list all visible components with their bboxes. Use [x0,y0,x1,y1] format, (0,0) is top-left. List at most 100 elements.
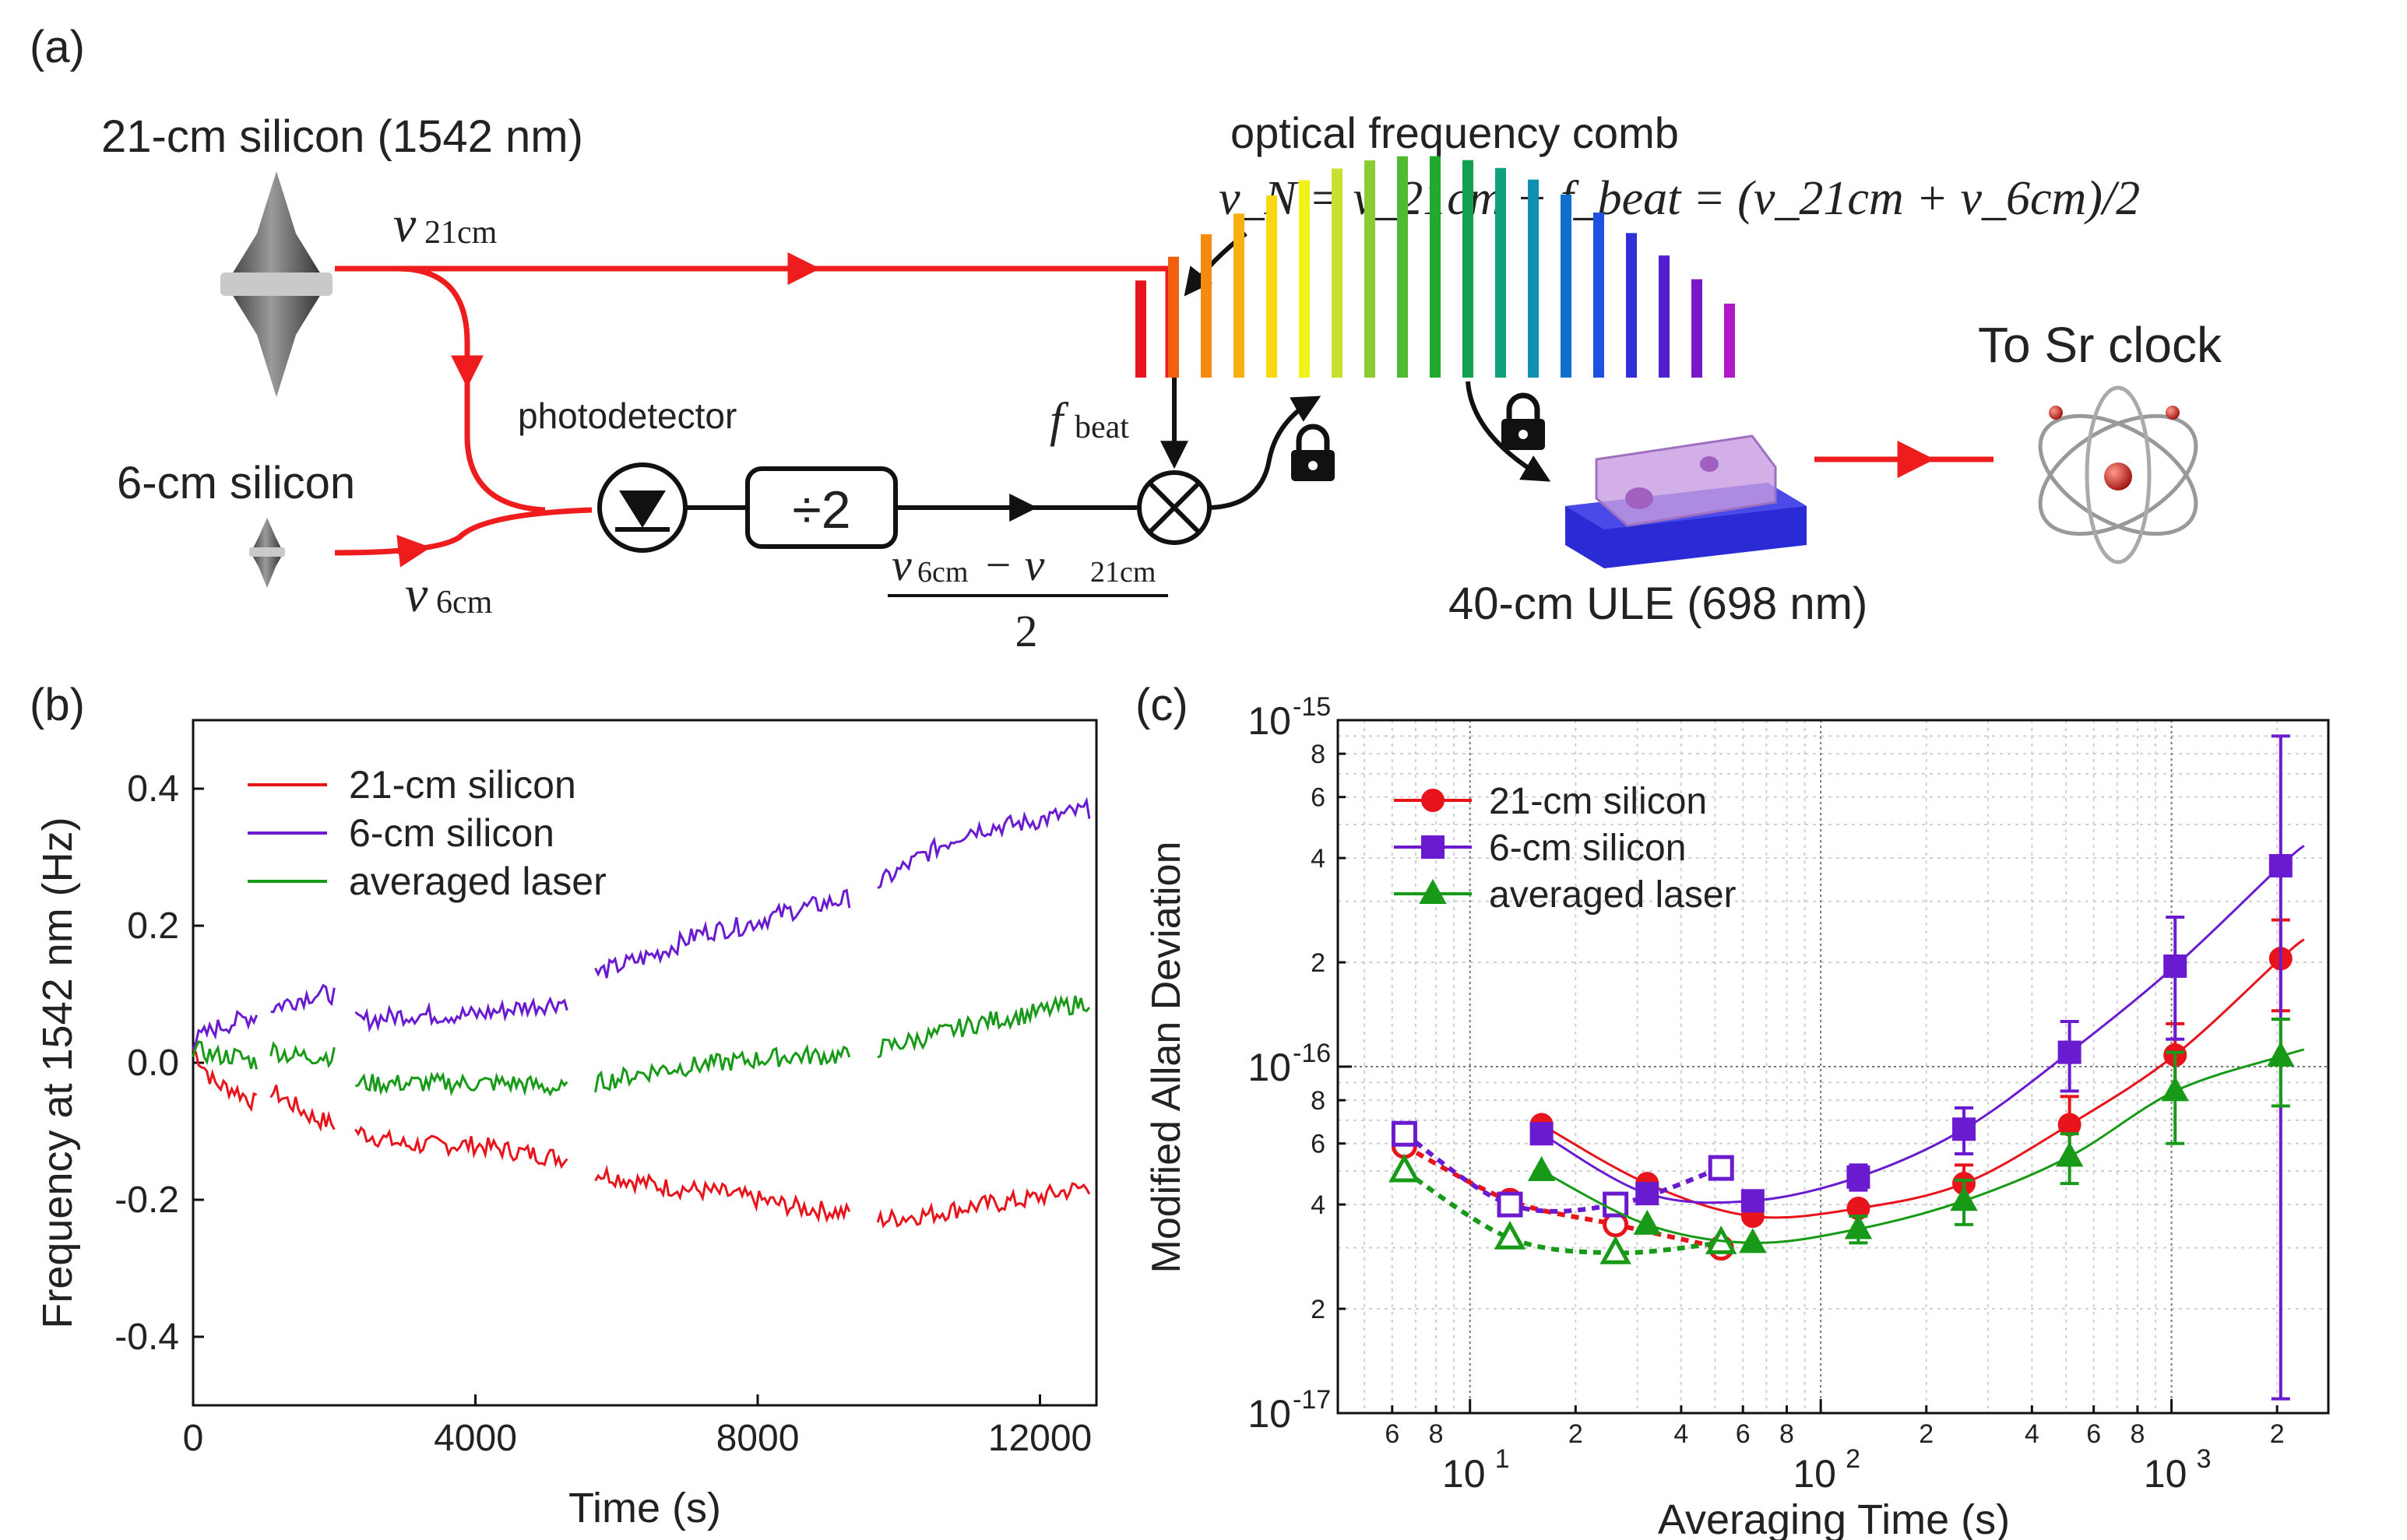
laser2-label: 6-cm silicon [117,458,355,508]
x-tick-exp: 1 [1495,1444,1510,1474]
y-tick-label: -0.2 [114,1180,179,1221]
marker-6-cm-silicon [2163,954,2187,978]
series-open-line-21-cm-silicon [1403,1144,1722,1250]
comb-tooth [1495,167,1506,378]
y-tick-minor-label: 6 [1311,783,1325,813]
comb-tooth [1430,156,1441,378]
silicon-cavity-21cm-icon [220,171,333,397]
legend-label: averaged laser [349,860,607,903]
comb-tooth [1168,256,1179,378]
nu21-symbol: ν [393,196,417,253]
y-tick-label: 10 [1247,1046,1291,1089]
marker-6-cm-silicon [1635,1182,1659,1206]
x-tick-minor-label: 2 [2270,1419,2285,1449]
panel-a: (a) 21-cm silicon (1542 nm) ν 21cm 6-cm … [30,22,2222,656]
open-marker-6-cm-silicon [1391,1120,1417,1147]
comb-tooth [1593,213,1604,378]
open-marker-6-cm-silicon [1497,1191,1523,1218]
x-tick-minor-label: 2 [1919,1419,1934,1449]
marker-averaged-laser [2267,1041,2295,1067]
panel-c-label: (c) [1135,680,1188,730]
x-tick-minor-label: 4 [2025,1419,2039,1449]
x-tick-exp: 2 [1846,1444,1860,1474]
nu6-subscript: 6cm [436,585,493,621]
comb-tooth [1462,160,1473,378]
marker-averaged-laser [2055,1141,2084,1167]
frac-sub2: 21cm [1090,556,1156,589]
x-tick-label: 8000 [716,1418,800,1459]
chart-b-xlabel: Time (s) [568,1485,721,1531]
series-line-6-cm-silicon [354,996,568,1033]
open-marker-averaged-laser [1388,1153,1420,1183]
comb-tooth [1626,233,1637,378]
beam-arrow-6cm [396,534,431,568]
y-tick-minor-label: 4 [1311,844,1325,874]
chart-c-ylabel: Modified Allan Deviation [1144,842,1189,1274]
open-marker-averaged-laser [1494,1221,1526,1250]
y-tick-exp: -17 [1293,1385,1331,1415]
x-tick-minor-label: 6 [1385,1419,1399,1449]
x-tick-label: 4000 [434,1418,517,1459]
comb-tooth [1266,195,1277,378]
open-marker-averaged-laser [1599,1236,1631,1264]
atom-icon [2038,385,2198,564]
marker-6-cm-silicon [2268,853,2293,877]
series-line-averaged-laser [877,994,1091,1059]
series-line-averaged-laser [192,1040,259,1070]
series-line-21-cm-silicon [269,1085,336,1132]
series-open-line-6-cm-silicon [1402,1131,1723,1214]
y-tick-minor-label: 8 [1311,740,1325,769]
nu6-symbol: ν [405,566,428,623]
comb-tooth [1299,180,1310,378]
series-line-6-cm-silicon [270,983,336,1014]
comb-tooth [1691,279,1702,378]
series-line-21-cm-silicon [876,1182,1091,1229]
comb-tooth [1724,304,1735,378]
y-tick-minor-label: 4 [1311,1190,1325,1220]
series-line-averaged-laser [269,1041,336,1069]
series-line-21-cm-silicon [192,1048,258,1113]
lock-icon [1291,424,1335,481]
divider-box: ÷2 [745,466,898,549]
divider-label: ÷2 [792,480,850,540]
legend-marker [1421,835,1445,859]
chart-b: 0 4000 8000 12000 -0.4 -0.2 0.0 0.2 0.4 21-cm sil… [114,719,1098,1459]
y-tick-label: 0.0 [127,1042,179,1084]
series-line-averaged-laser [354,1071,568,1097]
fbeat-symbol: f [1050,394,1069,447]
y-tick-minor-label: 6 [1311,1130,1325,1159]
x-tick-label: 0 [183,1418,204,1459]
comb-tooth [1561,194,1571,378]
x-tick-minor-label: 8 [1429,1419,1444,1449]
legend-marker [1419,878,1447,904]
comb-tooth [1135,280,1146,378]
x-tick-minor-label: 8 [2130,1419,2145,1449]
series-line-6-cm-silicon [877,796,1091,889]
comb-tooth [1364,160,1375,378]
x-tick-minor-label: 8 [1779,1419,1794,1449]
series-line-21-cm-silicon [354,1125,568,1169]
x-tick-label: 10 [1442,1452,1486,1496]
sr-clock-label: To Sr clock [1978,317,2222,373]
open-marker-6-cm-silicon [1708,1155,1734,1181]
y-tick-exp: -16 [1293,1039,1331,1068]
lock-path-2 [1466,381,1551,482]
photodetector-icon [597,462,688,553]
series-line-21-cm-silicon [594,1165,851,1223]
comb-tooth [1332,168,1343,378]
legend-label: 6-cm silicon [349,811,554,855]
comb-tooth [1659,255,1670,378]
chart-b-ylabel: Frequency at 1542 nm (Hz) [34,817,81,1328]
x-tick-minor-label: 4 [1673,1419,1688,1449]
panel-b: (b) 0 4000 8000 12000 -0.4 -0.2 0.0 0.2 0.4 21-cm… [30,680,1098,1531]
y-tick-minor-label: 8 [1311,1086,1325,1116]
fbeat-subscript: beat [1075,410,1129,445]
x-tick-label: 10 [2144,1452,2187,1496]
marker-6-cm-silicon [1952,1117,1976,1141]
legend-label: 21-cm silicon [1489,781,1707,822]
frac-nu1: ν [892,540,912,590]
legend-label: 21-cm silicon [349,763,576,807]
laser1-label: 21-cm silicon (1542 nm) [101,111,583,162]
